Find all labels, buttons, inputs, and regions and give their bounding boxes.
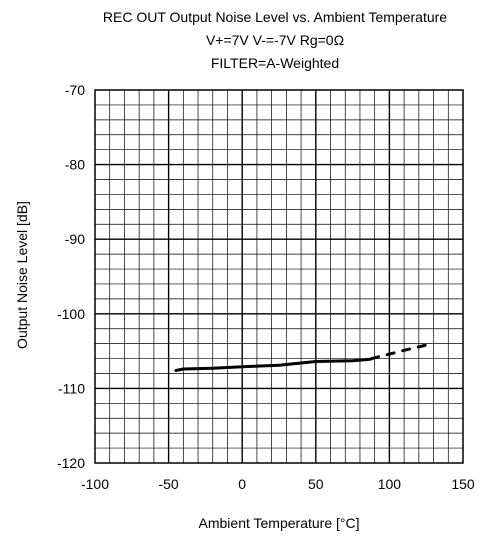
y-tick-labels: -70 -80 -90 -100 -110 -120 bbox=[57, 82, 85, 471]
series-layer bbox=[174, 343, 428, 372]
x-tick-label: 150 bbox=[451, 476, 475, 492]
y-tick-label: -120 bbox=[57, 455, 85, 471]
chart-title-line-1: REC OUT Output Noise Level vs. Ambient T… bbox=[102, 9, 448, 25]
x-tick-labels: -100 -50 0 50 100 150 bbox=[81, 476, 475, 492]
chart-title-line-2: V+=7V V-=-7V Rg=0Ω bbox=[205, 32, 345, 48]
grid bbox=[95, 90, 463, 463]
x-tick-label: -50 bbox=[158, 476, 178, 492]
y-tick-label: -80 bbox=[65, 157, 85, 173]
plot-frame bbox=[94, 89, 464, 464]
y-axis-label: Output Noise Level [dB] bbox=[14, 201, 30, 349]
y-tick-label: -70 bbox=[65, 82, 85, 98]
x-tick-label: 100 bbox=[378, 476, 402, 492]
x-tick-label: 0 bbox=[238, 476, 246, 492]
y-tick-label: -100 bbox=[57, 306, 85, 322]
y-tick-label: -90 bbox=[65, 231, 85, 247]
x-axis-label: Ambient Temperature [°C] bbox=[199, 515, 360, 531]
series-line-dashed bbox=[370, 343, 428, 361]
y-tick-label: -110 bbox=[58, 380, 85, 396]
series-line-solid bbox=[174, 357, 372, 372]
chart-title-line-3: FILTER=A-Weighted bbox=[210, 55, 340, 71]
x-tick-label: -100 bbox=[81, 476, 109, 492]
x-tick-label: 50 bbox=[308, 476, 324, 492]
